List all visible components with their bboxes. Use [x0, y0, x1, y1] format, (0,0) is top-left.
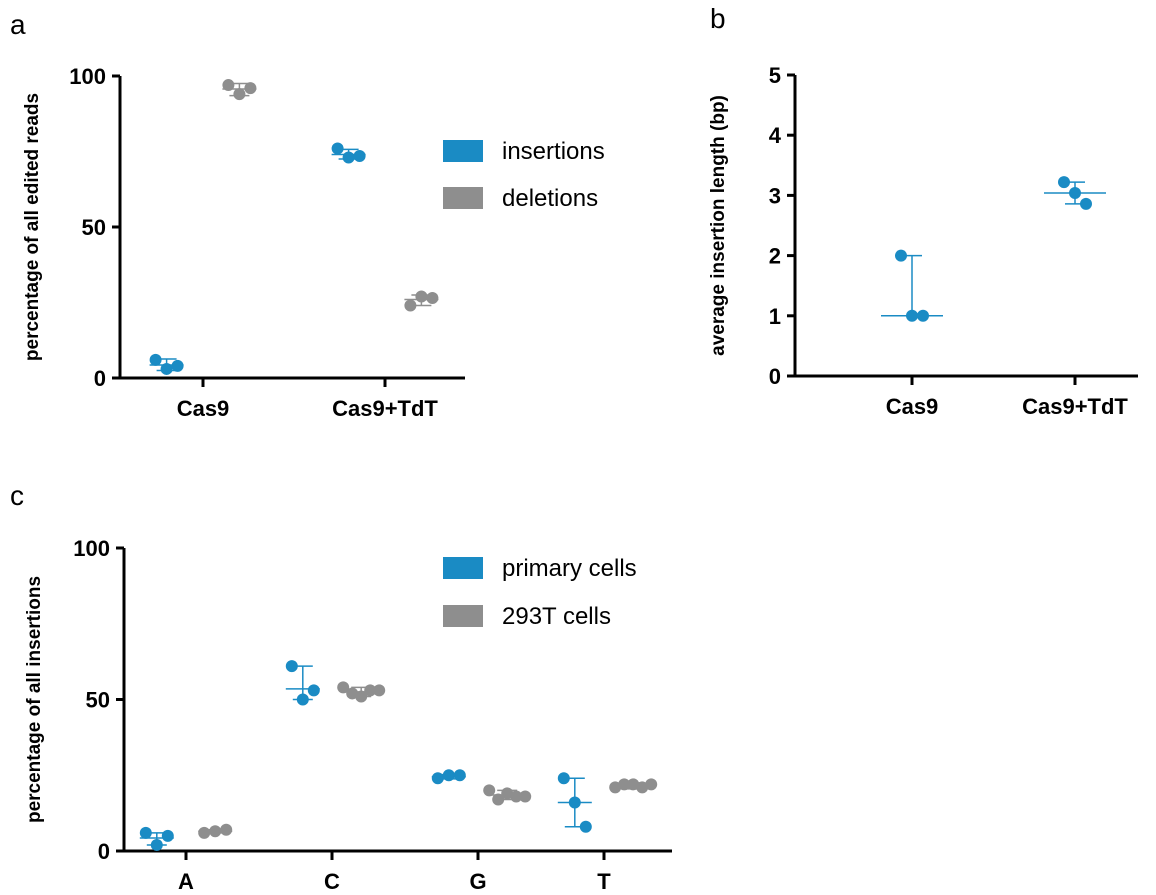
- y-tick-label: 0: [769, 364, 781, 389]
- legend-swatch: [443, 187, 483, 209]
- data-point: [501, 787, 514, 800]
- data-point: [337, 681, 350, 694]
- data-point: [519, 790, 532, 803]
- data-point: [453, 769, 466, 782]
- data-point: [373, 684, 386, 697]
- x-tick-label: Cas9+TdT: [1022, 394, 1128, 419]
- data-point: [1058, 176, 1070, 189]
- chart-panel-b: 0 1 2 3 4 5 Cas9 Cas9+TdT average insertion leng…: [708, 63, 1138, 419]
- data-point: [233, 88, 246, 101]
- panel-letter-c: c: [10, 480, 24, 511]
- y-tick-label: 3: [769, 183, 781, 208]
- x-tick-label: Cas9: [886, 394, 939, 419]
- data-point: [895, 249, 907, 262]
- data-point: [1069, 186, 1081, 199]
- data-point: [568, 796, 581, 809]
- data-point: [609, 781, 622, 794]
- legend-swatch: [443, 557, 483, 579]
- data-point: [442, 769, 455, 782]
- x-tick-label: Cas9+TdT: [332, 396, 438, 421]
- y-tick-label: 4: [769, 123, 782, 148]
- y-axis-label: average insertion length (bp): [708, 95, 729, 356]
- legend-label: deletions: [502, 185, 598, 212]
- data-point: [342, 151, 355, 164]
- data-point: [209, 825, 222, 838]
- data-point: [906, 309, 918, 322]
- data-point: [296, 693, 309, 706]
- x-tick-label: A: [178, 869, 194, 894]
- data-point: [510, 790, 523, 803]
- data-point: [139, 826, 152, 839]
- y-tick-label: 100: [69, 64, 106, 89]
- data-point: [415, 290, 428, 303]
- data-point: [331, 142, 344, 155]
- data-point: [285, 660, 298, 673]
- y-axis-label: percentage of all edited reads: [22, 93, 43, 361]
- data-point: [557, 772, 570, 785]
- legend-label: 293T cells: [502, 603, 611, 630]
- data-point: [426, 291, 439, 304]
- data-point: [150, 838, 163, 851]
- data-point: [161, 829, 174, 842]
- data-point: [404, 299, 417, 312]
- x-tick-label: Cas9: [177, 396, 230, 421]
- x-tick-label: G: [469, 869, 486, 894]
- data-point: [627, 778, 640, 791]
- legend-swatch: [443, 140, 483, 162]
- data-point: [1080, 197, 1092, 210]
- legend-swatch: [443, 605, 483, 627]
- data-point: [579, 820, 592, 833]
- data-point: [355, 690, 368, 703]
- data-point: [346, 687, 359, 700]
- y-axis-label: percentage of all insertions: [24, 576, 45, 823]
- data-point: [220, 823, 233, 836]
- data-point: [353, 150, 366, 163]
- y-tick-label: 2: [769, 244, 781, 269]
- data-point: [160, 362, 173, 375]
- data-point: [222, 79, 235, 92]
- data-point: [636, 781, 649, 794]
- chart-panel-a: 0 50 100 Cas9 Cas9+TdT percentage of all edit…: [22, 64, 605, 421]
- y-tick-label: 5: [769, 63, 781, 88]
- y-tick-label: 1: [769, 304, 781, 329]
- y-tick-label: 50: [86, 688, 110, 713]
- legend-label: insertions: [502, 138, 605, 165]
- data-point: [483, 784, 496, 797]
- data-point: [364, 684, 377, 697]
- legend-label: primary cells: [502, 555, 637, 582]
- data-point: [198, 826, 211, 839]
- y-tick-label: 0: [94, 366, 106, 391]
- y-tick-label: 100: [73, 536, 110, 561]
- data-point: [149, 353, 162, 366]
- data-point: [431, 772, 444, 785]
- x-tick-label: C: [324, 869, 340, 894]
- y-tick-label: 0: [98, 839, 110, 864]
- data-point: [244, 82, 257, 95]
- data-point: [171, 359, 184, 372]
- panel-letter-a: a: [10, 9, 26, 40]
- data-point: [917, 309, 929, 322]
- y-tick-label: 50: [82, 215, 106, 240]
- data-point: [307, 684, 320, 697]
- data-point: [618, 778, 631, 791]
- data-point: [645, 778, 658, 791]
- data-point: [492, 793, 505, 806]
- panel-letter-b: b: [710, 3, 726, 34]
- x-tick-label: T: [597, 869, 611, 894]
